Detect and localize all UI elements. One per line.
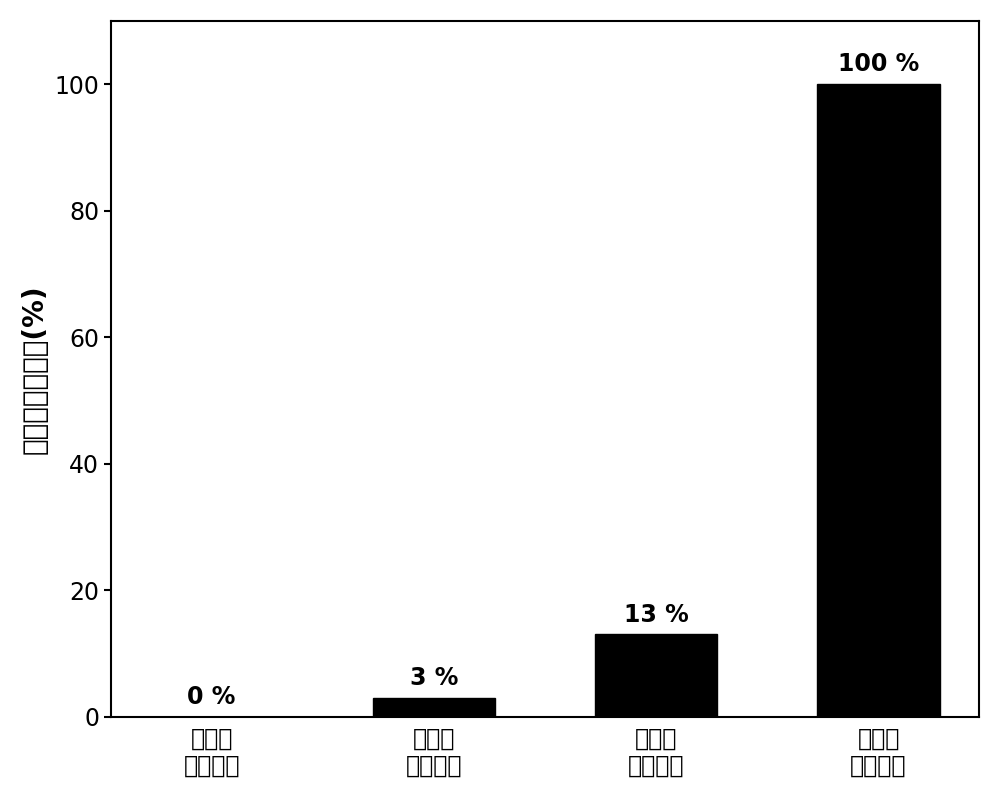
Text: 3 %: 3 % [410,666,458,690]
Bar [595,634,717,717]
Y-axis label: 大肠杆菌失活率(%): 大肠杆菌失活率(%) [21,284,49,454]
Bar [373,698,495,717]
Text: 100 %: 100 % [838,53,919,77]
Bar [817,84,940,717]
Text: 0 %: 0 % [187,685,236,709]
Text: 13 %: 13 % [624,602,689,627]
